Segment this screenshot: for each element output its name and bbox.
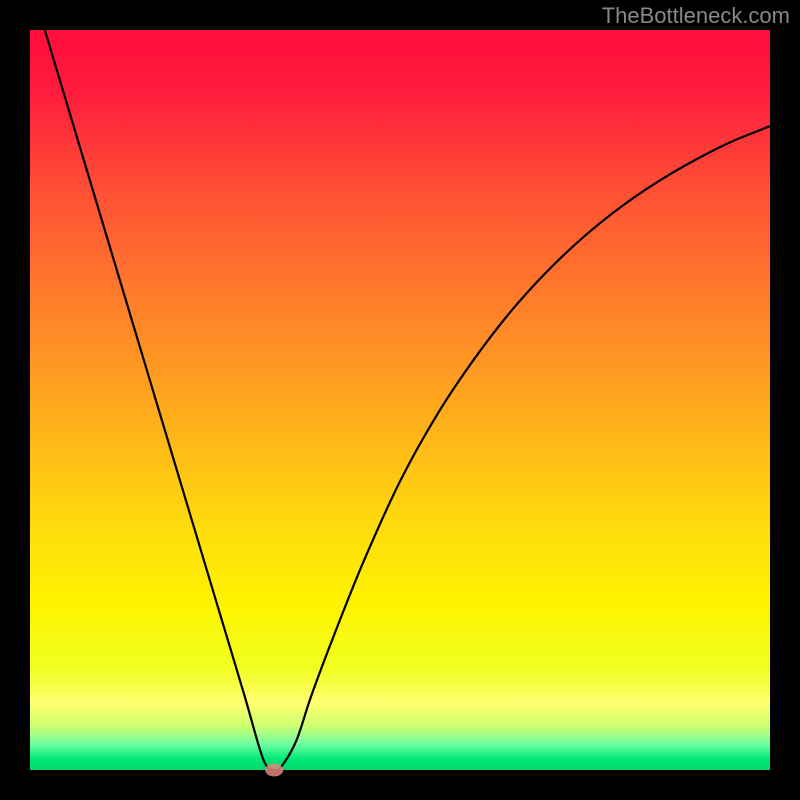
optimum-marker — [265, 764, 283, 777]
watermark-text: TheBottleneck.com — [602, 3, 790, 29]
chart-container: TheBottleneck.com — [0, 0, 800, 800]
bottleneck-chart — [0, 0, 800, 800]
plot-background-gradient — [30, 30, 770, 770]
